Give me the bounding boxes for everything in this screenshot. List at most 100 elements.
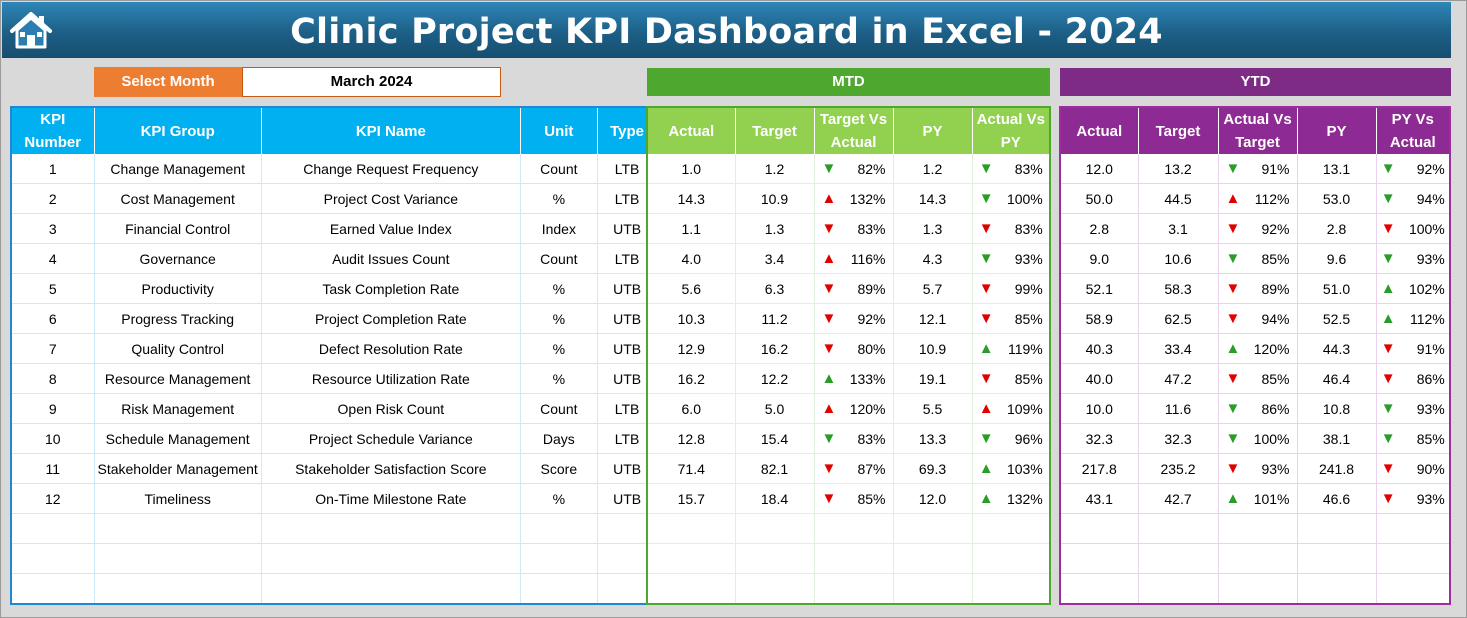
home-icon[interactable] [8, 9, 54, 51]
mtd-actual-vs-py-cell: ▼ 83% [972, 213, 1051, 244]
percent-text: 133% [849, 370, 886, 387]
mtd-target-vs-actual-cell: ▼ 83% [814, 213, 894, 244]
mtd-actual-vs-py-cell-value: ▲ 119% [976, 341, 1047, 357]
empty-cell [520, 543, 598, 574]
ytd-target-cell: 32.3 [1138, 423, 1219, 454]
mtd-actual-cell: 14.3 [647, 183, 736, 214]
select-month-dropdown[interactable]: March 2024 [242, 67, 501, 97]
ytd-actual-cell: 12.0 [1060, 154, 1139, 184]
percent-text: 103% [1006, 460, 1043, 477]
kpi-unit-cell: Count [520, 154, 598, 184]
mtd-py-cell: 12.1 [893, 303, 973, 334]
empty-cell [520, 513, 598, 544]
kpi-unit-cell: Count [520, 393, 598, 424]
kpi-group-cell: Risk Management [94, 393, 262, 424]
ytd-py-vs-actual-cell: ▼ 93% [1376, 243, 1451, 274]
mtd-target-vs-actual-cell-value: ▲ 132% [818, 191, 890, 207]
ytd-py-vs-actual-cell: ▼ 86% [1376, 363, 1451, 394]
mtd-py-cell: 14.3 [893, 183, 973, 214]
mtd-py-cell: 1.3 [893, 213, 973, 244]
table-row: 2 Cost Management Project Cost Variance% LT… [11, 183, 658, 214]
kpi-group-cell: Timeliness [94, 483, 262, 514]
mtd-target-cell: 16.2 [735, 333, 815, 364]
ytd-py-vs-actual-cell: ▼ 85% [1376, 423, 1451, 454]
mtd-py-cell: 10.9 [893, 333, 973, 364]
table-row: 1.0 1.2 ▼ 82% 1.2 ▼ 83% [647, 154, 1051, 184]
ytd-col-header: Actual Vs Target [1218, 107, 1298, 154]
percent-text: 85% [1416, 430, 1445, 447]
arrow-down-icon: ▼ [821, 489, 837, 507]
table-row: 5.6 6.3 ▼ 89% 5.7 ▼ 99% [647, 273, 1051, 304]
arrow-down-icon: ▼ [1225, 429, 1241, 447]
empty-cell [1218, 573, 1298, 605]
table-row: 10 Schedule Management Project Schedule Va… [11, 423, 658, 454]
percent-text: 85% [1014, 310, 1043, 327]
dashboard-title: Clinic Project KPI Dashboard in Excel - … [290, 12, 1163, 52]
table-row: 7 Quality Control Defect Resolution Rate% U… [11, 333, 658, 364]
ytd-target-cell: 13.2 [1138, 154, 1219, 184]
percent-text: 85% [1014, 370, 1043, 387]
mtd-py-cell: 69.3 [893, 453, 973, 484]
empty-cell [814, 573, 894, 605]
ytd-py-vs-actual-cell-value: ▼ 90% [1380, 461, 1447, 477]
ytd-py-vs-actual-cell-value: ▼ 100% [1380, 221, 1447, 237]
ytd-target-cell: 47.2 [1138, 363, 1219, 394]
table-row [1060, 513, 1451, 544]
kpi-num-cell: 3 [11, 213, 95, 244]
percent-text: 112% [1409, 310, 1445, 327]
arrow-down-icon: ▼ [1380, 249, 1396, 267]
ytd-actual-cell: 9.0 [1060, 243, 1139, 274]
select-month-label: Select Month [94, 67, 242, 97]
ytd-py-vs-actual-cell-value: ▼ 93% [1380, 491, 1447, 507]
mtd-actual-vs-py-cell-value: ▼ 83% [976, 221, 1047, 237]
mtd-actual-vs-py-cell: ▲ 132% [972, 483, 1051, 514]
mtd-target-vs-actual-cell: ▼ 89% [814, 273, 894, 304]
arrow-up-icon: ▲ [821, 189, 837, 207]
arrow-down-icon: ▼ [978, 189, 994, 207]
ytd-actual-vs-target-cell: ▲ 112% [1218, 183, 1298, 214]
kpi-unit-cell: Index [520, 213, 598, 244]
arrow-up-icon: ▲ [1225, 189, 1241, 207]
table-row: 40.0 47.2 ▼ 85% 46.4 ▼ 86% [1060, 363, 1451, 394]
percent-text: 99% [1014, 280, 1043, 297]
table-row: 58.9 62.5 ▼ 94% 52.5 ▲ 112% [1060, 303, 1451, 334]
ytd-py-cell: 53.0 [1297, 183, 1377, 214]
percent-text: 100% [1006, 190, 1043, 207]
ytd-py-vs-actual-cell: ▼ 93% [1376, 393, 1451, 424]
mtd-actual-cell: 5.6 [647, 273, 736, 304]
mtd-target-vs-actual-cell-value: ▼ 82% [818, 161, 890, 177]
kpi-group-cell: Schedule Management [94, 423, 262, 454]
mtd-target-cell: 1.3 [735, 213, 815, 244]
ytd-actual-vs-target-cell-value: ▼ 89% [1222, 281, 1294, 297]
kpi-num-cell: 12 [11, 483, 95, 514]
empty-cell [11, 573, 95, 605]
ytd-target-cell: 10.6 [1138, 243, 1219, 274]
mtd-target-vs-actual-cell-value: ▲ 120% [818, 401, 890, 417]
percent-text: 87% [857, 460, 886, 477]
arrow-down-icon: ▼ [821, 429, 837, 447]
mtd-target-vs-actual-cell-value: ▲ 133% [818, 371, 890, 387]
percent-text: 96% [1014, 430, 1043, 447]
ytd-py-vs-actual-cell-value: ▲ 102% [1380, 281, 1447, 297]
mtd-col-header: Target Vs Actual [814, 107, 894, 154]
percent-text: 101% [1253, 490, 1290, 507]
ytd-actual-vs-target-cell: ▲ 101% [1218, 483, 1298, 514]
table-row [1060, 543, 1451, 574]
empty-cell [1297, 573, 1377, 605]
kpi-col-header: KPI Name [261, 107, 521, 154]
mtd-target-cell: 82.1 [735, 453, 815, 484]
ytd-py-cell: 52.5 [1297, 303, 1377, 334]
ytd-py-vs-actual-cell: ▼ 92% [1376, 154, 1451, 184]
arrow-down-icon: ▼ [1380, 189, 1396, 207]
ytd-target-cell: 42.7 [1138, 483, 1219, 514]
mtd-col-header: Target [735, 107, 815, 154]
ytd-actual-vs-target-cell-value: ▲ 101% [1222, 491, 1294, 507]
arrow-down-icon: ▼ [1380, 219, 1396, 237]
kpi-group-cell: Quality Control [94, 333, 262, 364]
percent-text: 92% [857, 310, 886, 327]
empty-cell [11, 513, 95, 544]
percent-text: 92% [1261, 220, 1290, 237]
kpi-name-cell: Earned Value Index [261, 213, 521, 244]
ytd-table: Actual Target Actual Vs Target PY PY Vs Actu… [1059, 106, 1451, 605]
ytd-actual-vs-target-cell-value: ▼ 92% [1222, 221, 1294, 237]
